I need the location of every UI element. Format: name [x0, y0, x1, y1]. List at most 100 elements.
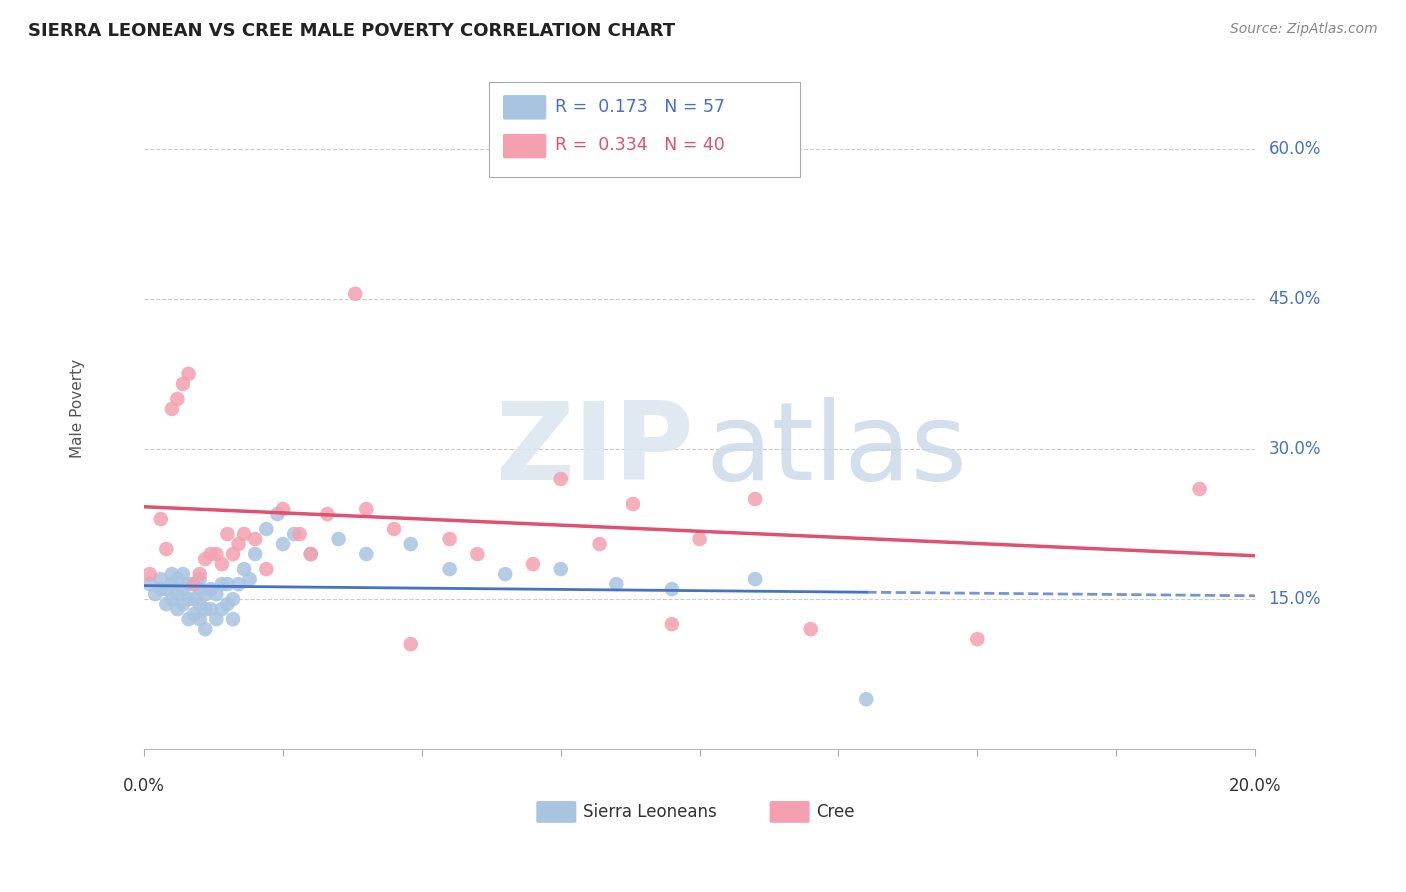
Text: Source: ZipAtlas.com: Source: ZipAtlas.com — [1230, 22, 1378, 37]
Point — [172, 567, 194, 582]
Point — [217, 597, 239, 611]
Point — [166, 602, 188, 616]
Point — [138, 567, 160, 582]
Point — [166, 587, 188, 601]
Point — [166, 392, 188, 406]
FancyBboxPatch shape — [503, 134, 547, 159]
Text: Male Poverty: Male Poverty — [70, 359, 84, 458]
Point — [172, 376, 194, 391]
Point — [200, 582, 222, 596]
Point — [299, 547, 322, 561]
Point — [382, 522, 405, 536]
Point — [588, 537, 610, 551]
Point — [621, 497, 644, 511]
Point — [1188, 482, 1211, 496]
Point — [211, 602, 233, 616]
Text: atlas: atlas — [706, 397, 967, 503]
Point — [522, 557, 544, 571]
Point — [744, 572, 766, 586]
Point — [254, 562, 277, 576]
Point — [288, 527, 311, 541]
Point — [356, 502, 378, 516]
Point — [183, 607, 205, 622]
Text: ZIP: ZIP — [495, 397, 695, 503]
Point — [855, 692, 877, 706]
Point — [254, 522, 277, 536]
Point — [233, 527, 256, 541]
Point — [188, 582, 211, 596]
Point — [266, 507, 288, 521]
Text: 45.0%: 45.0% — [1268, 290, 1320, 308]
Text: R =  0.173   N = 57: R = 0.173 N = 57 — [555, 98, 725, 116]
Point — [155, 542, 177, 557]
Point — [166, 572, 188, 586]
Text: R =  0.334   N = 40: R = 0.334 N = 40 — [555, 136, 725, 154]
Point — [160, 577, 183, 591]
Point — [160, 401, 183, 416]
Point — [222, 612, 245, 626]
Point — [177, 367, 200, 381]
Point — [149, 572, 172, 586]
Point — [177, 612, 200, 626]
Point — [183, 592, 205, 607]
Point — [299, 547, 322, 561]
Point — [205, 612, 228, 626]
Point — [194, 602, 217, 616]
Point — [605, 577, 627, 591]
Point — [188, 597, 211, 611]
Point — [245, 547, 267, 561]
Point — [194, 552, 217, 566]
Point — [344, 286, 367, 301]
Point — [966, 632, 988, 647]
Point — [172, 597, 194, 611]
Point — [138, 577, 160, 591]
Text: 30.0%: 30.0% — [1268, 440, 1322, 458]
Point — [211, 577, 233, 591]
Point — [188, 572, 211, 586]
Text: Cree: Cree — [817, 803, 855, 821]
FancyBboxPatch shape — [769, 801, 810, 822]
Point — [271, 537, 294, 551]
Point — [205, 587, 228, 601]
FancyBboxPatch shape — [503, 95, 547, 120]
Point — [233, 562, 256, 576]
Point — [283, 527, 305, 541]
Point — [245, 532, 267, 546]
Point — [356, 547, 378, 561]
Point — [205, 547, 228, 561]
Point — [149, 582, 172, 596]
Point — [222, 547, 245, 561]
FancyBboxPatch shape — [536, 801, 576, 822]
Point — [316, 507, 339, 521]
Point — [494, 131, 516, 145]
Point — [800, 622, 823, 636]
Point — [689, 532, 711, 546]
Point — [194, 587, 217, 601]
Point — [149, 512, 172, 526]
Point — [328, 532, 350, 546]
Point — [211, 557, 233, 571]
Point — [661, 617, 683, 632]
Point — [155, 582, 177, 596]
Point — [177, 577, 200, 591]
Point — [439, 562, 461, 576]
Point — [467, 547, 489, 561]
Point — [228, 537, 250, 551]
Point — [661, 582, 683, 596]
Point — [160, 592, 183, 607]
Point — [222, 592, 245, 607]
Point — [143, 587, 166, 601]
Point — [239, 572, 262, 586]
Point — [399, 537, 422, 551]
Point — [188, 612, 211, 626]
Point — [217, 527, 239, 541]
Text: 20.0%: 20.0% — [1229, 777, 1281, 796]
Point — [217, 577, 239, 591]
Point — [200, 602, 222, 616]
Point — [194, 622, 217, 636]
FancyBboxPatch shape — [488, 82, 800, 178]
Point — [228, 577, 250, 591]
Point — [200, 547, 222, 561]
Point — [744, 491, 766, 506]
Point — [399, 637, 422, 651]
